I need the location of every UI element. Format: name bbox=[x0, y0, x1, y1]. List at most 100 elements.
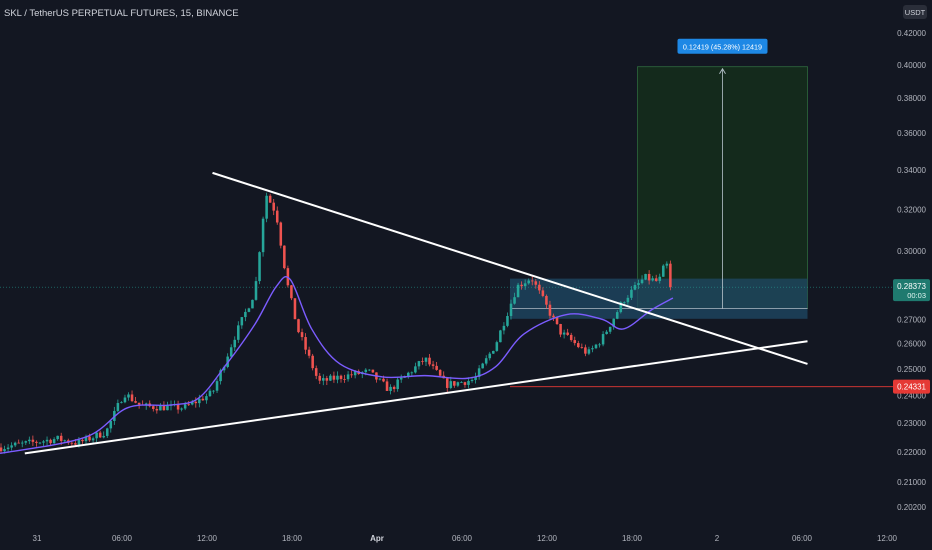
candle[interactable] bbox=[414, 362, 417, 374]
candle[interactable] bbox=[190, 399, 194, 406]
candle[interactable] bbox=[293, 298, 297, 320]
candle[interactable] bbox=[28, 436, 31, 445]
candle[interactable] bbox=[527, 278, 530, 285]
candle[interactable] bbox=[20, 440, 24, 448]
candle[interactable] bbox=[580, 343, 584, 349]
candle[interactable] bbox=[477, 365, 481, 380]
candle[interactable] bbox=[42, 440, 45, 447]
candle[interactable] bbox=[17, 439, 20, 444]
candle[interactable] bbox=[265, 192, 268, 223]
candle[interactable] bbox=[297, 318, 300, 334]
candle[interactable] bbox=[594, 343, 598, 350]
candle[interactable] bbox=[176, 400, 180, 414]
descending-trendline[interactable] bbox=[212, 171, 808, 365]
candle[interactable] bbox=[350, 370, 353, 378]
candle[interactable] bbox=[159, 403, 162, 411]
candle[interactable] bbox=[261, 216, 265, 257]
candle[interactable] bbox=[626, 295, 630, 305]
candle[interactable] bbox=[647, 270, 651, 285]
candle[interactable] bbox=[120, 401, 123, 404]
candle[interactable] bbox=[577, 340, 580, 349]
candle[interactable] bbox=[445, 377, 449, 393]
candle[interactable] bbox=[654, 274, 658, 282]
candle[interactable] bbox=[492, 350, 495, 354]
candle[interactable] bbox=[573, 336, 577, 346]
candle[interactable] bbox=[240, 316, 244, 329]
candle[interactable] bbox=[633, 281, 637, 291]
candle[interactable] bbox=[541, 287, 545, 298]
candle[interactable] bbox=[584, 344, 587, 357]
candle[interactable] bbox=[658, 273, 662, 284]
candle[interactable] bbox=[378, 377, 382, 381]
candle[interactable] bbox=[612, 318, 615, 330]
candle[interactable] bbox=[325, 375, 329, 386]
candle[interactable] bbox=[279, 221, 283, 249]
candle[interactable] bbox=[651, 275, 654, 282]
candle[interactable] bbox=[644, 273, 647, 281]
candle[interactable] bbox=[637, 279, 640, 290]
candle[interactable] bbox=[201, 395, 205, 401]
candle[interactable] bbox=[474, 372, 477, 384]
candle[interactable] bbox=[392, 385, 396, 393]
candle[interactable] bbox=[506, 312, 509, 328]
candle[interactable] bbox=[435, 362, 438, 371]
candle[interactable] bbox=[569, 332, 573, 342]
candle[interactable] bbox=[300, 328, 304, 341]
candle[interactable] bbox=[396, 377, 399, 392]
candle[interactable] bbox=[336, 371, 339, 384]
candle[interactable] bbox=[258, 251, 261, 285]
candle[interactable] bbox=[463, 381, 467, 388]
candle[interactable] bbox=[623, 301, 626, 305]
candle[interactable] bbox=[513, 292, 516, 305]
candle[interactable] bbox=[598, 342, 601, 348]
candle[interactable] bbox=[45, 436, 49, 446]
candle[interactable] bbox=[332, 371, 336, 383]
candle[interactable] bbox=[417, 360, 421, 370]
candle[interactable] bbox=[329, 374, 332, 382]
price-axis[interactable]: 0.42000 0.40000 0.38000 0.36000 0.34000 0.320… bbox=[893, 0, 932, 550]
candle[interactable] bbox=[343, 374, 346, 383]
candle[interactable] bbox=[233, 336, 237, 352]
candle[interactable] bbox=[562, 329, 566, 339]
candle[interactable] bbox=[130, 390, 134, 403]
candle[interactable] bbox=[180, 407, 183, 412]
candle[interactable] bbox=[502, 322, 506, 335]
candle[interactable] bbox=[467, 377, 470, 389]
candle[interactable] bbox=[152, 405, 155, 412]
candle[interactable] bbox=[484, 355, 488, 366]
candle[interactable] bbox=[56, 435, 59, 441]
candle[interactable] bbox=[552, 313, 555, 321]
candle[interactable] bbox=[630, 286, 633, 301]
candle[interactable] bbox=[318, 373, 322, 384]
candle[interactable] bbox=[31, 435, 35, 446]
candle[interactable] bbox=[530, 276, 534, 286]
candle[interactable] bbox=[389, 384, 392, 395]
currency-pill[interactable] bbox=[903, 5, 927, 19]
candle[interactable] bbox=[237, 321, 240, 343]
candle[interactable] bbox=[371, 369, 375, 373]
candle[interactable] bbox=[431, 360, 435, 370]
candle[interactable] bbox=[608, 326, 612, 334]
candle[interactable] bbox=[548, 300, 552, 319]
candle[interactable] bbox=[205, 393, 208, 404]
candle[interactable] bbox=[127, 392, 130, 401]
time-axis[interactable]: 31 06:00 12:00 18:00 Apr 06:00 12:00 18:00 2 06:0… bbox=[0, 526, 898, 550]
candle[interactable] bbox=[640, 275, 644, 285]
candle[interactable] bbox=[615, 310, 619, 320]
candle[interactable] bbox=[105, 427, 109, 439]
candle[interactable] bbox=[314, 365, 318, 380]
candle[interactable] bbox=[49, 438, 52, 446]
candle[interactable] bbox=[669, 260, 672, 291]
candle[interactable] bbox=[495, 340, 499, 352]
candle[interactable] bbox=[516, 282, 520, 298]
candle[interactable] bbox=[283, 245, 286, 270]
candle[interactable] bbox=[35, 440, 38, 447]
candle[interactable] bbox=[102, 431, 105, 439]
candle[interactable] bbox=[424, 357, 428, 366]
candle[interactable] bbox=[488, 351, 492, 361]
ascending-trendline[interactable] bbox=[24, 340, 808, 455]
candle[interactable] bbox=[95, 432, 98, 443]
candle[interactable] bbox=[38, 441, 42, 445]
candle[interactable] bbox=[215, 378, 219, 394]
candle[interactable] bbox=[481, 362, 484, 369]
